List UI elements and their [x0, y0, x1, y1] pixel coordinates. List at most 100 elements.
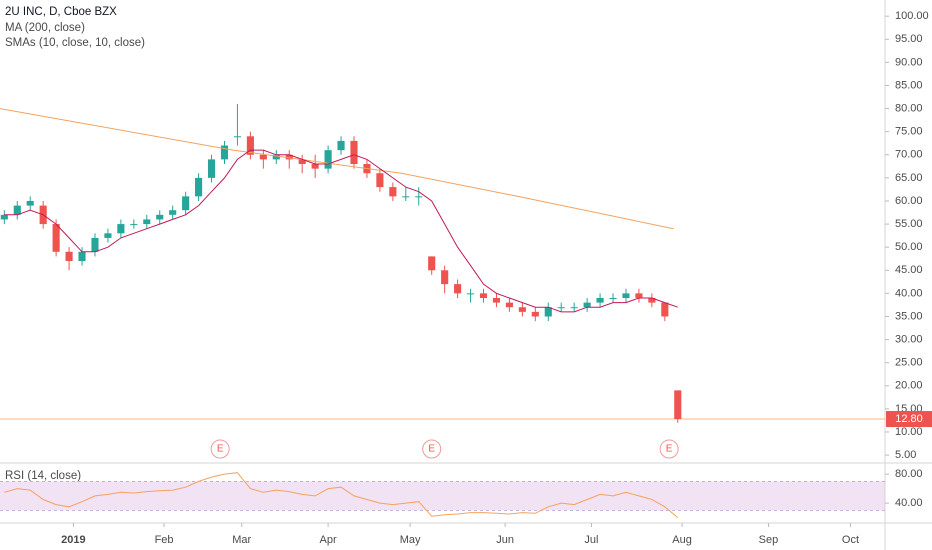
candle-body [518, 307, 526, 312]
candle-body [661, 302, 669, 317]
y-tick-label: 40.00 [895, 287, 923, 299]
rsi-band [0, 481, 885, 511]
last-price-label: 12.80 [895, 413, 923, 425]
candle-body [337, 140, 345, 151]
ma-line [0, 108, 674, 230]
candle-body [65, 251, 73, 262]
candle-body [195, 177, 203, 197]
candle-body [259, 154, 267, 160]
y-tick-label: 55.00 [895, 218, 923, 230]
x-tick-label: Oct [842, 534, 859, 546]
candle-body [130, 224, 138, 226]
candle-body [544, 307, 552, 317]
candle-body [402, 196, 410, 198]
rsi-title: RSI (14, close) [5, 470, 81, 482]
last-price-box [886, 411, 932, 428]
y-tick-label: 20.00 [895, 380, 923, 392]
y-tick-label: 65.00 [895, 172, 923, 184]
candle-body [143, 219, 151, 225]
ma-line [4, 149, 678, 313]
candle-body [220, 145, 229, 160]
y-tick-label: 75.00 [895, 126, 923, 138]
rsi-tick-label: 40.00 [895, 497, 923, 509]
candle-body [52, 224, 60, 252]
candle-body [492, 297, 501, 303]
y-tick-label: 5.00 [895, 449, 916, 461]
candle-body [0, 214, 8, 220]
y-tick-label: 60.00 [895, 195, 923, 207]
x-tick-label: Feb [155, 534, 174, 546]
candle-body [648, 297, 656, 303]
legend-sma: SMAs (10, close, 10, close) [5, 37, 145, 49]
candle-body [104, 233, 112, 238]
candle-body [156, 214, 164, 220]
candle-body [596, 297, 604, 303]
x-tick-label: May [400, 534, 421, 546]
candle-body [311, 164, 319, 169]
symbol-title: 2U INC, D, Cboe BZX [5, 6, 117, 18]
y-tick-label: 10.00 [895, 426, 923, 438]
rsi-line [4, 472, 679, 518]
candle-body [583, 302, 591, 308]
candle-body [350, 140, 358, 165]
candle-body [207, 159, 216, 178]
candle-body [169, 210, 177, 215]
candle-body [285, 154, 293, 160]
y-tick-label: 25.00 [895, 357, 923, 369]
earnings-marker [659, 439, 679, 459]
y-tick-label: 90.00 [895, 56, 923, 68]
candle-body [466, 293, 475, 295]
y-tick-label: 50.00 [895, 241, 923, 253]
legend-ma: MA (200, close) [5, 22, 85, 34]
candle-body [557, 307, 565, 309]
candle-body [531, 311, 539, 317]
candle-body [78, 251, 86, 262]
candle-body [182, 196, 190, 211]
candle-body [454, 284, 462, 294]
y-tick-label: 70.00 [895, 149, 923, 161]
candle-body [117, 224, 125, 234]
earnings-marker [422, 439, 442, 459]
candle-body [635, 293, 643, 298]
earnings-marker [210, 439, 230, 459]
candle-body [479, 293, 488, 298]
candle-body [272, 154, 280, 160]
earnings-label: E [428, 444, 435, 455]
rsi-tick-label: 80.00 [895, 468, 923, 480]
candle-body [246, 136, 254, 155]
y-tick-label: 45.00 [895, 264, 923, 276]
candle-body [570, 307, 578, 309]
candle-body [91, 237, 99, 252]
candle-body [298, 159, 306, 165]
candle-body [324, 150, 332, 169]
candle-body [376, 173, 384, 188]
x-tick-label: Jun [496, 534, 514, 546]
x-tick-label: Jul [584, 534, 598, 546]
y-tick-label: 100.00 [895, 10, 929, 22]
candle-body [622, 293, 630, 298]
candle-body [428, 256, 436, 271]
candle-body [389, 187, 397, 197]
candle-body [441, 270, 449, 285]
y-tick-label: 30.00 [895, 333, 923, 345]
candle-body [26, 200, 34, 206]
candle-body [233, 136, 242, 138]
y-tick-label: 35.00 [895, 310, 923, 322]
candle-body [505, 302, 513, 308]
x-tick-label: Aug [672, 534, 692, 546]
earnings-label: E [666, 444, 673, 455]
y-tick-label: 80.00 [895, 102, 923, 114]
x-tick-label: Mar [232, 534, 251, 546]
candle-body [674, 390, 682, 420]
y-tick-label: 85.00 [895, 79, 923, 91]
candle-body [13, 205, 21, 215]
x-tick-label: 2019 [61, 534, 85, 546]
earnings-label: E [217, 444, 224, 455]
candle-body [415, 196, 423, 198]
x-tick-label: Apr [320, 534, 337, 546]
x-tick-label: Sep [759, 534, 779, 546]
y-tick-label: 95.00 [895, 33, 923, 45]
candle-body [609, 297, 617, 299]
